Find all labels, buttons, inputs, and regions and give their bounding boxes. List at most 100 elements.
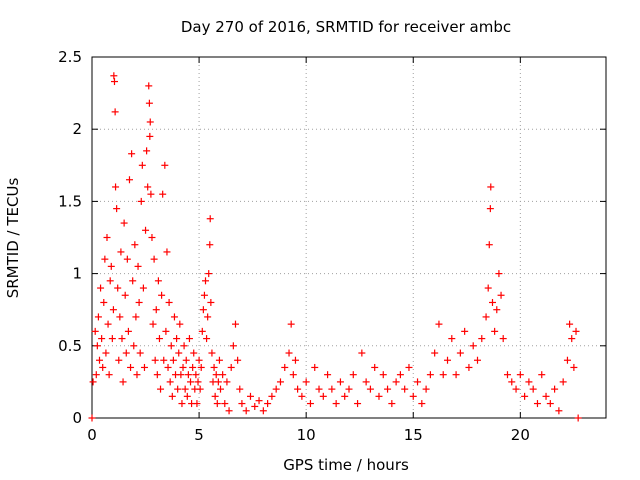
y-tick-label: 0.5 [58, 337, 82, 355]
y-tick-label: 0 [72, 409, 82, 427]
data-point [190, 349, 198, 357]
data-point [542, 392, 550, 400]
data-point [538, 371, 546, 379]
data-point [184, 371, 192, 379]
data-point [341, 392, 349, 400]
data-point [125, 176, 133, 184]
data-point [384, 385, 392, 393]
data-point [103, 234, 111, 241]
data-point [291, 356, 299, 364]
data-point [199, 306, 207, 314]
data-point [229, 342, 237, 350]
data-point [116, 313, 124, 321]
data-point [168, 392, 176, 400]
data-point [572, 327, 580, 335]
data-point [155, 335, 163, 343]
data-point [97, 284, 105, 292]
grid-layer [92, 57, 606, 418]
data-point [349, 371, 357, 379]
data-point [285, 349, 293, 357]
data-point [482, 313, 490, 321]
data-point [185, 335, 193, 343]
data-point [213, 400, 221, 408]
data-point [401, 385, 409, 393]
data-point [298, 392, 306, 400]
data-point [439, 371, 447, 379]
chart-title: Day 270 of 2016, SRMTID for receiver amb… [181, 18, 511, 36]
data-point [169, 356, 177, 364]
data-point [546, 400, 554, 408]
x-tick-label: 20 [511, 426, 530, 444]
data-point [512, 385, 520, 393]
data-point [345, 385, 353, 393]
data-point [157, 385, 165, 393]
data-point [493, 306, 501, 314]
data-point [149, 320, 157, 328]
data-point [174, 385, 182, 393]
data-point [89, 378, 97, 386]
data-point [354, 400, 362, 408]
data-point [448, 335, 456, 343]
data-point [469, 342, 477, 350]
data-point [396, 371, 404, 379]
data-point [105, 371, 113, 379]
data-point [115, 356, 123, 364]
data-point [176, 320, 184, 328]
data-point [214, 378, 222, 386]
data-point [118, 335, 126, 343]
data-point [144, 183, 152, 191]
data-point [219, 371, 227, 379]
data-point [121, 291, 129, 299]
data-point [158, 291, 166, 299]
data-point [104, 320, 112, 328]
data-point [110, 78, 118, 86]
data-point [294, 385, 302, 393]
data-point [163, 248, 171, 256]
data-point [154, 277, 162, 285]
data-point [217, 385, 224, 393]
data-point [487, 183, 495, 191]
data-point [508, 378, 516, 386]
data-point [117, 248, 125, 256]
data-point [134, 262, 142, 270]
data-point [183, 392, 191, 400]
data-point [99, 363, 107, 371]
data-point [418, 400, 426, 408]
data-point [533, 400, 541, 408]
data-point [145, 99, 153, 107]
data-point [161, 161, 169, 169]
data-point [182, 356, 190, 364]
data-point [179, 363, 187, 371]
data-point [255, 397, 263, 405]
data-point [503, 371, 511, 379]
data-point [315, 385, 323, 393]
y-tick-label: 2.5 [58, 48, 82, 66]
data-point [223, 378, 231, 386]
data-point [444, 356, 452, 364]
data-point [516, 371, 524, 379]
data-point [102, 349, 110, 357]
data-point [431, 349, 439, 357]
data-point [332, 400, 340, 408]
data-point [140, 363, 148, 371]
data-point [474, 356, 481, 364]
data-point [358, 349, 366, 357]
data-point [178, 400, 186, 408]
data-point [375, 392, 383, 400]
data-point [187, 378, 195, 386]
data-point [142, 226, 150, 234]
data-point [137, 197, 145, 205]
data-point [206, 215, 214, 223]
data-point [422, 385, 430, 393]
data-point [160, 356, 168, 364]
data-point [108, 335, 116, 343]
data-point [456, 349, 464, 357]
y-tick-label: 1 [72, 265, 82, 283]
data-point [128, 150, 136, 158]
data-point [146, 118, 154, 126]
y-tick-label: 2 [72, 120, 82, 138]
data-point [392, 378, 400, 386]
data-point [111, 108, 119, 116]
data-point [521, 392, 529, 400]
data-point [311, 363, 319, 371]
